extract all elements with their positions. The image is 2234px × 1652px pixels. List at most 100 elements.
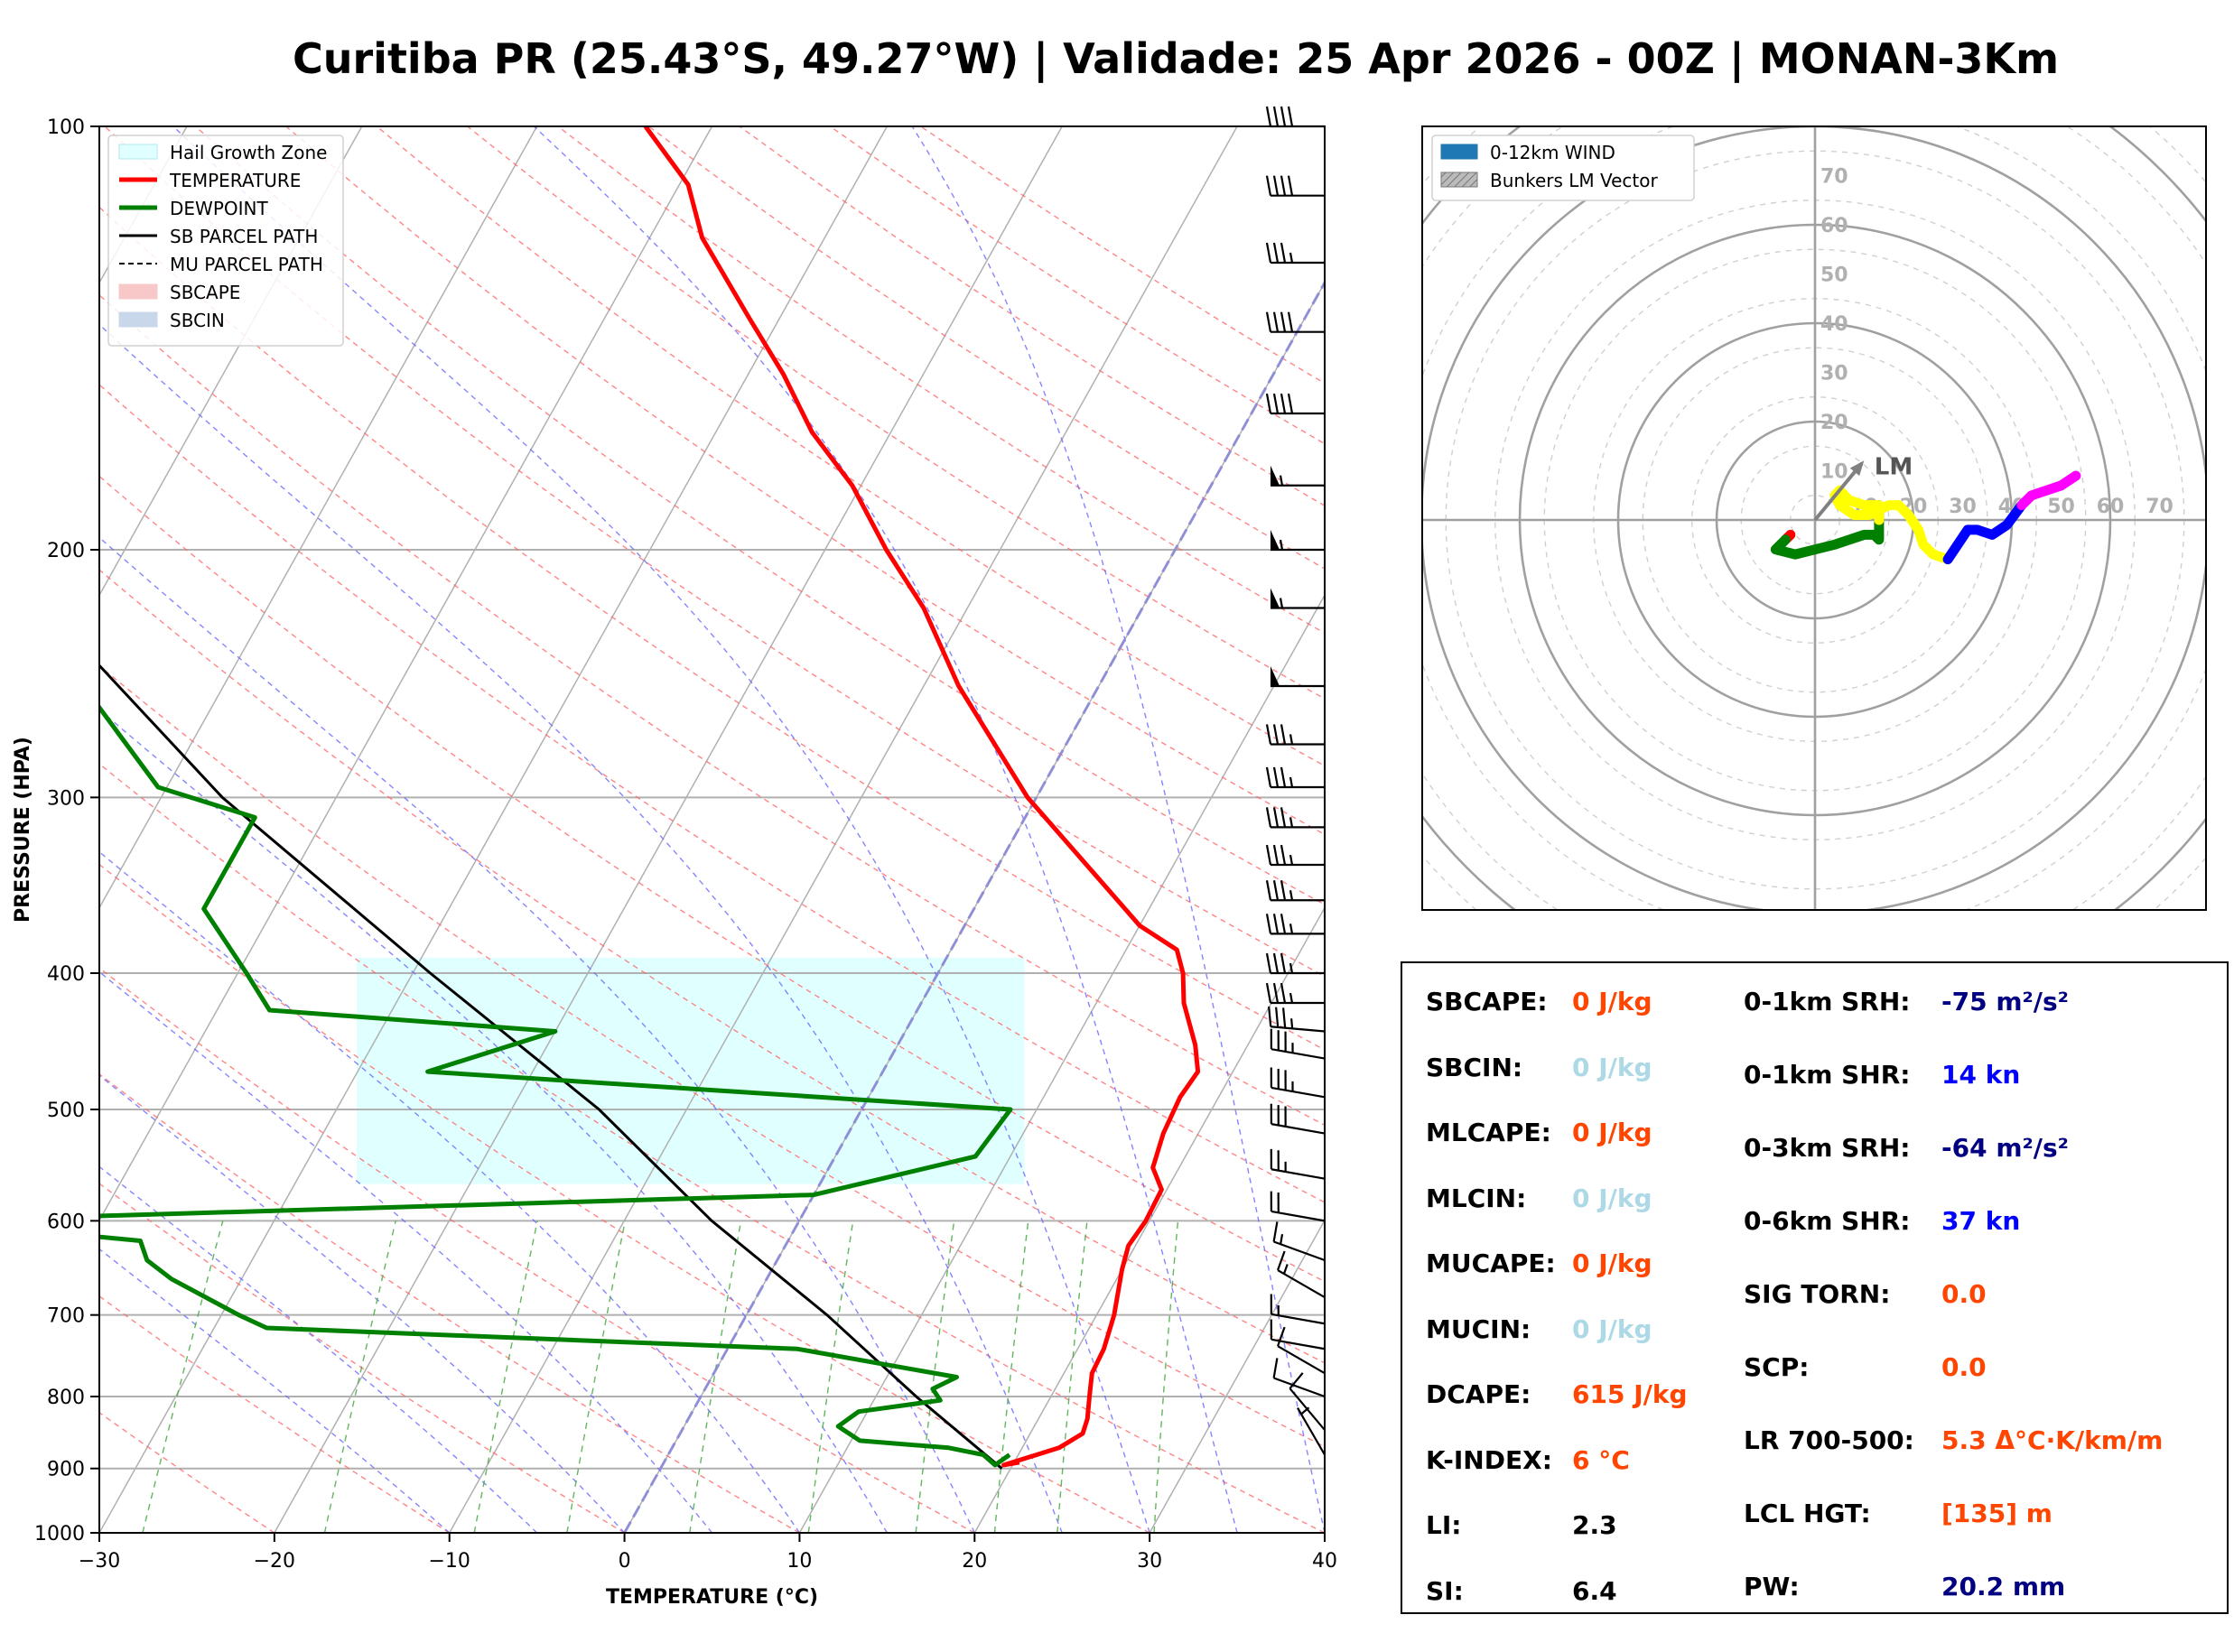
stat-label: DCAPE: (1426, 1379, 1531, 1409)
moist-adiabat (99, 536, 975, 1533)
dry-adiabat (99, 1183, 625, 1533)
wind-barb (1265, 175, 1325, 197)
dry-adiabat (104, 126, 1325, 978)
dry-adiabat (99, 384, 1325, 1203)
isotherm-line (0, 126, 12, 1533)
legend-label: Hail Growth Zone (170, 142, 327, 163)
stat-value: 0 J/kg (1572, 1052, 1652, 1082)
hodo-ring-label-x: 50 (2047, 496, 2075, 518)
stat-value: 14 kn (1941, 1060, 2021, 1090)
mixing-ratio-line (915, 1220, 955, 1533)
stat-value: 6.4 (1572, 1575, 1617, 1606)
stat-row: K-INDEX: 6 °C (1426, 1445, 1807, 1481)
dry-adiabat (99, 569, 1325, 1364)
wind-barb (1271, 665, 1325, 688)
isotherm-line (99, 126, 363, 597)
hodo-segment (1829, 485, 1953, 565)
skewt-legend: Hail Growth Zone TEMPERATURE DEWPOINT SB PA… (107, 135, 344, 347)
dry-adiabat (285, 126, 1325, 836)
wind-barb (1265, 807, 1325, 829)
isotherm-line (973, 906, 1325, 1533)
hodo-legend: 0-12km WIND Bunkers LM Vector (1431, 135, 1695, 201)
mixing-ratio-line (473, 1220, 538, 1533)
wind-barb (1265, 242, 1325, 265)
wind-barb (1271, 465, 1325, 487)
legend-label: DEWPOINT (170, 198, 268, 219)
stat-value: 0 J/kg (1572, 1183, 1652, 1213)
x-tick-label: −20 (254, 1550, 295, 1573)
stat-value: 6 °C (1572, 1444, 1630, 1475)
hodo-ring-label-y: 60 (1820, 215, 1848, 237)
legend-swatch (118, 144, 158, 160)
dewpoint-line (99, 703, 1013, 1468)
moist-adiabat (99, 1248, 451, 1533)
wind-barb (1265, 393, 1325, 415)
dry-adiabat (99, 967, 975, 1533)
stat-label: MLCIN: (1426, 1183, 1527, 1213)
y-tick-label: 400 (47, 963, 85, 986)
x-tick-label: 20 (962, 1550, 987, 1573)
stat-row: SIG TORN: 0.0 (1744, 1279, 2176, 1315)
lm-vector-arrow (1813, 462, 1864, 522)
stat-row: 0-1km SRH: -75 m²/s² (1744, 987, 2176, 1023)
wind-barb (1270, 1067, 1326, 1099)
stat-value: 0 J/kg (1572, 1118, 1652, 1147)
stat-row: 0-6km SHR: 37 kn (1744, 1206, 2176, 1242)
isotherm-line (274, 126, 1063, 1533)
hodo-legend-swatch (1440, 144, 1478, 160)
dry-adiabat (99, 1072, 800, 1533)
stat-label: MUCIN: (1426, 1313, 1531, 1344)
legend-label: SBCIN (170, 310, 225, 331)
stat-label: SBCAPE: (1426, 987, 1548, 1016)
stat-row: PW: 20.2 mm (1744, 1572, 2176, 1608)
wind-barb (1270, 1319, 1326, 1350)
wind-barb (1277, 1250, 1326, 1299)
stat-label: SBCIN: (1426, 1052, 1523, 1082)
y-axis-label: PRESSURE (HPA) (12, 737, 34, 923)
y-tick-label: 900 (47, 1459, 85, 1481)
stat-row: MUCAPE: 0 J/kg (1426, 1248, 1807, 1285)
hodo-segment (1942, 500, 2027, 565)
wind-barb (1265, 914, 1325, 935)
wind-barb (1265, 311, 1325, 333)
stat-row: SBCAPE: 0 J/kg (1426, 987, 1807, 1023)
dry-adiabat (99, 664, 1325, 1448)
x-tick-label: 10 (787, 1550, 812, 1573)
y-tick-label: 600 (47, 1211, 85, 1233)
hodo-legend-swatch (1440, 172, 1478, 188)
legend-label: TEMPERATURE (169, 170, 301, 191)
wind-barb (1270, 1294, 1326, 1325)
stat-row: DCAPE: 615 J/kg (1426, 1379, 1807, 1415)
stats-panel: SBCAPE: 0 J/kg SBCIN: 0 J/kg MLCAPE: 0 J/kg ML… (1401, 961, 2229, 1614)
dry-adiabat (99, 293, 1325, 1127)
isotherm-line (623, 281, 1325, 1533)
x-tick-label: −30 (79, 1550, 120, 1573)
wind-barb (1265, 724, 1325, 746)
wind-barb (1270, 1028, 1326, 1060)
hodo-legend-label: Bunkers LM Vector (1490, 170, 1659, 191)
stat-label: PW: (1744, 1572, 1800, 1601)
stat-row: 0-1km SHR: 14 kn (1744, 1060, 2176, 1096)
stat-row: SBCIN: 0 J/kg (1426, 1053, 1807, 1089)
stat-value: 0.0 (1941, 1279, 1987, 1309)
stat-label: SIG TORN: (1744, 1279, 1891, 1309)
hodo-ring-label-x: 30 (1949, 496, 1977, 518)
wind-barb (1270, 1191, 1326, 1222)
x-tick-label: 30 (1137, 1550, 1162, 1573)
stat-label: LI: (1426, 1510, 1462, 1540)
y-tick-label: 500 (47, 1100, 85, 1122)
skewt-plot-area (0, 126, 1325, 1533)
wind-barb (1265, 880, 1325, 902)
hodo-ring-label-x: 60 (2097, 496, 2125, 518)
mixing-ratio-line (323, 1220, 396, 1533)
stat-row: LR 700-500: 5.3 Δ°C·K/km/m (1744, 1425, 2176, 1462)
dry-adiabat (829, 126, 1325, 445)
wind-barb (1271, 588, 1325, 609)
hodo-legend-label: 0-12km WIND (1490, 142, 1615, 163)
stat-label: 0-1km SRH: (1744, 987, 1911, 1016)
stat-value: [135] m (1941, 1499, 2052, 1528)
legend-swatch (118, 283, 158, 300)
legend-label: MU PARCEL PATH (170, 254, 323, 275)
lm-label: LM (1875, 453, 1913, 480)
wind-barb (1265, 952, 1325, 975)
